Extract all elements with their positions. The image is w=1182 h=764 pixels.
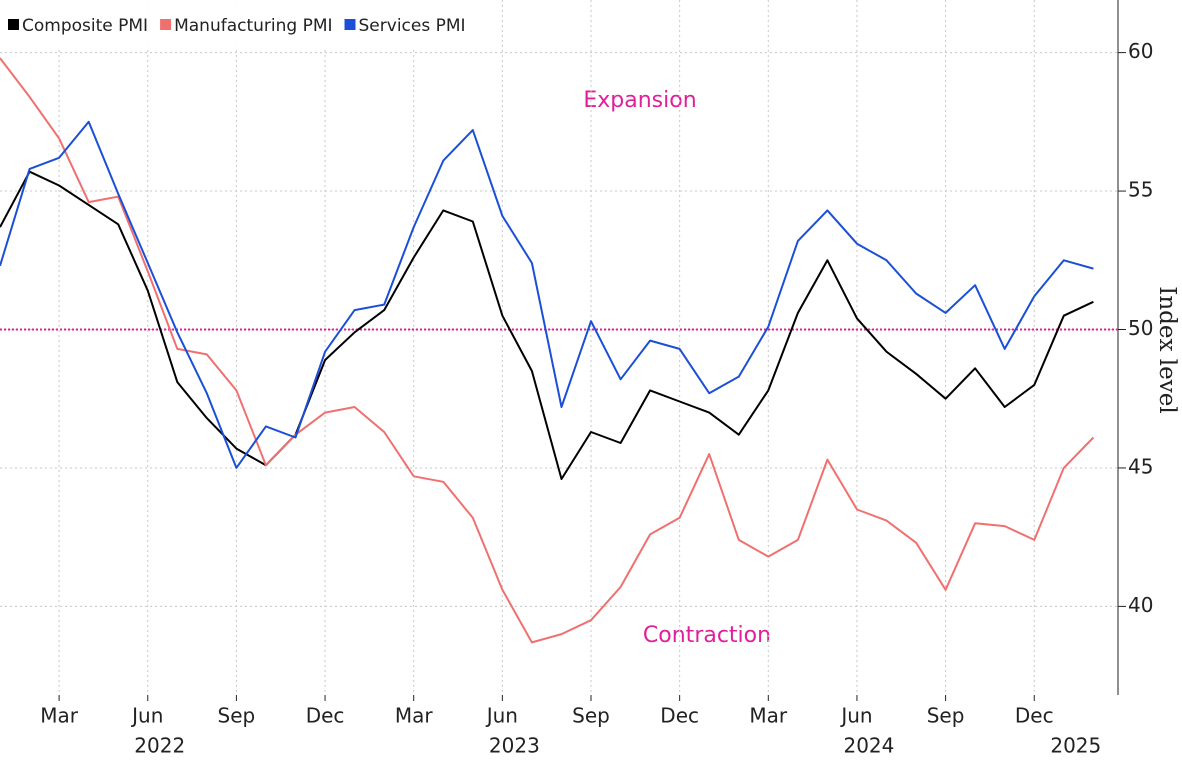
x-year-label: 2024 (843, 734, 894, 758)
legend-label: Composite PMI (22, 16, 148, 36)
legend-swatch (160, 19, 172, 30)
x-tick-label: Sep (572, 704, 610, 728)
x-year-label: 2022 (134, 734, 185, 758)
series-line (0, 57, 1095, 644)
x-tick-label: Mar (749, 704, 788, 728)
annotation: Contraction (643, 623, 771, 648)
grid (0, 0, 1118, 695)
legend-label: Services PMI (359, 16, 466, 36)
x-year-label: 2023 (489, 734, 540, 758)
x-tick-label: Sep (218, 704, 256, 728)
x-tick-label: Mar (40, 704, 79, 728)
series-line (0, 170, 1094, 480)
x-tick-label: Dec (660, 704, 699, 728)
y-tick-label: 60 (1128, 39, 1153, 63)
series-line (0, 120, 1094, 469)
legend-background (0, 0, 478, 48)
y-tick-label: 45 (1128, 454, 1153, 478)
legend-swatch (344, 19, 356, 30)
x-tick-label: Mar (395, 704, 434, 728)
x-tick-label: Dec (1015, 704, 1054, 728)
annotation: Expansion (583, 88, 696, 113)
y-tick-label: 50 (1128, 316, 1153, 340)
y-axis-title: Index level (1154, 286, 1180, 413)
y-tick-label: 40 (1128, 593, 1153, 617)
x-tick-label: Dec (306, 704, 345, 728)
x-tick-label: Jun (839, 704, 872, 728)
x-tick-label: Jun (130, 704, 163, 728)
legend: Composite PMI Manufacturing PMI Services P… (0, 0, 478, 48)
legend-swatch (8, 19, 19, 30)
y-tick-label: 55 (1128, 178, 1153, 202)
legend-label: Manufacturing PMI (174, 16, 332, 36)
x-tick-label: Jun (485, 704, 518, 728)
x-year-label: 2025 (1050, 734, 1101, 758)
x-tick-label: Sep (927, 704, 965, 728)
